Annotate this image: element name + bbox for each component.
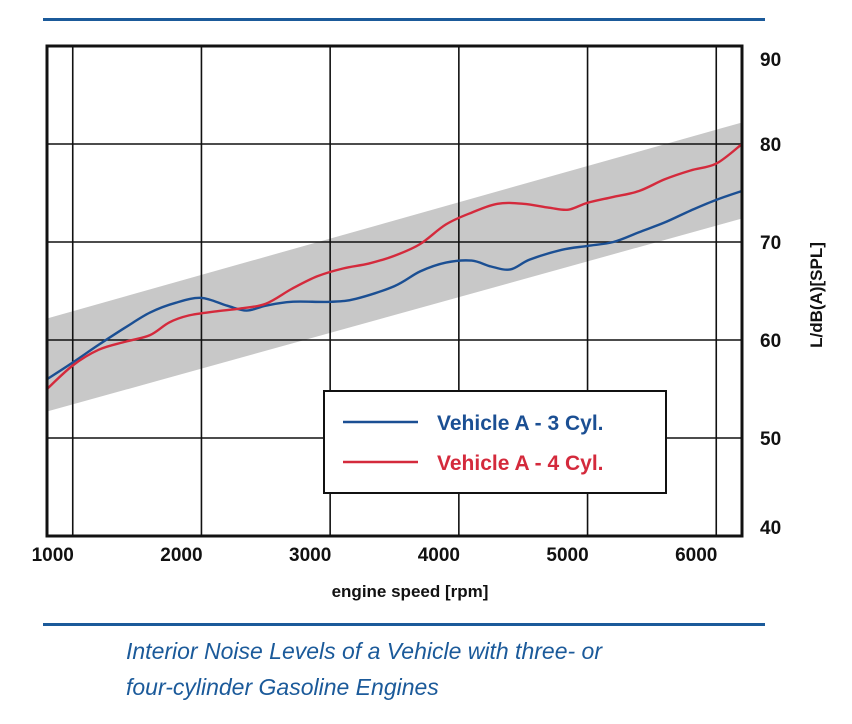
y-axis-title: L/dB(A)[SPL] <box>807 242 826 348</box>
legend-label-4cyl: Vehicle A - 4 Cyl. <box>437 452 604 475</box>
x-tick-label-4000: 4000 <box>418 545 460 566</box>
y-tick-label-80: 80 <box>760 135 781 156</box>
y-tick-label-50: 50 <box>760 429 781 450</box>
x-tick-label-6000: 6000 <box>675 545 717 566</box>
top-rule <box>43 18 765 21</box>
x-tick-label-3000: 3000 <box>289 545 331 566</box>
y-tick-label-70: 70 <box>760 233 781 254</box>
tolerance-band <box>47 122 742 412</box>
series-line-3cyl <box>46 189 743 381</box>
x-tick-label-1000: 1000 <box>32 545 74 566</box>
figure-caption: Interior Noise Levels of a Vehicle with … <box>126 633 766 705</box>
legend: Vehicle A - 3 Cyl. Vehicle A - 4 Cyl. <box>323 390 667 494</box>
y-tick-label-90: 90 <box>760 50 781 71</box>
series-line-4cyl <box>46 143 743 390</box>
x-tick-label-5000: 5000 <box>546 545 588 566</box>
bottom-rule <box>43 623 765 626</box>
legend-box <box>323 390 667 494</box>
caption-line-1: Interior Noise Levels of a Vehicle with … <box>126 638 602 664</box>
y-tick-label-40: 40 <box>760 518 781 539</box>
caption-line-2: four-cylinder Gasoline Engines <box>126 674 439 700</box>
legend-label-3cyl: Vehicle A - 3 Cyl. <box>437 412 604 435</box>
x-tick-label-2000: 2000 <box>160 545 202 566</box>
y-tick-label-60: 60 <box>760 331 781 352</box>
plot-frame <box>45 44 744 538</box>
x-axis-title: engine speed [rpm] <box>332 582 489 601</box>
